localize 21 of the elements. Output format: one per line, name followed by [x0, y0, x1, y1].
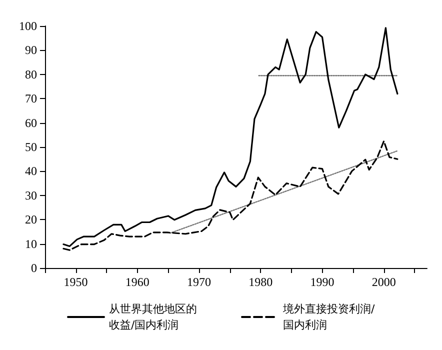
y-tick-label: 80 [25, 67, 37, 82]
y-tick-label: 90 [25, 43, 37, 58]
x-tick-label: 2000 [372, 275, 396, 289]
y-tick-label: 50 [25, 140, 37, 154]
y-tick-label: 60 [25, 116, 37, 130]
x-tick-label: 1960 [125, 275, 150, 289]
x-tick-label: 1980 [248, 275, 273, 289]
y-tick-label: 40 [25, 164, 37, 178]
x-tick-label: 1970 [187, 275, 212, 289]
y-tick-label: 30 [25, 188, 37, 202]
y-tick-label: 100 [19, 19, 37, 33]
x-tick-label: 1990 [310, 275, 334, 289]
y-tick-label: 0 [31, 261, 37, 275]
line-series [62, 140, 398, 251]
y-tick-label: 20 [25, 212, 37, 227]
x-tick-label: 1950 [64, 275, 88, 289]
y-tick-label: 70 [25, 92, 37, 106]
legend-label: 从世界其他地区的收益/国内利润 [109, 302, 197, 332]
y-tick-label: 10 [25, 236, 37, 251]
legend-label: 境外直接投资利润/国内利润 [282, 302, 375, 332]
line-series [62, 27, 398, 248]
